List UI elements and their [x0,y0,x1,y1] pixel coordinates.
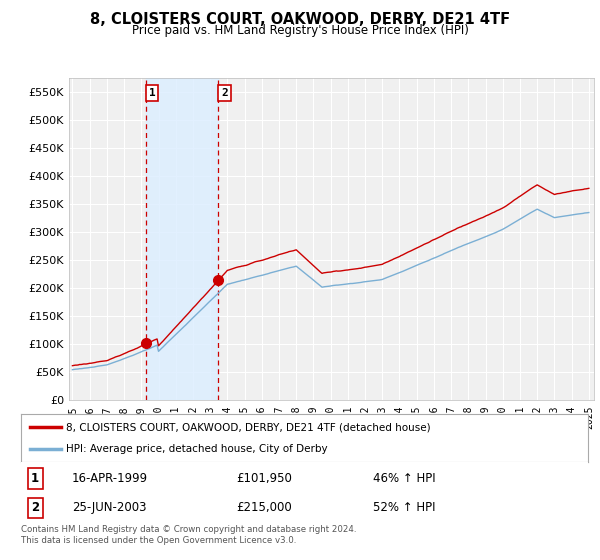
Text: £215,000: £215,000 [236,501,292,515]
Text: £101,950: £101,950 [236,472,292,485]
Text: 46% ↑ HPI: 46% ↑ HPI [373,472,435,485]
Bar [146,78,218,400]
Text: 1: 1 [149,88,155,98]
Text: 52% ↑ HPI: 52% ↑ HPI [373,501,435,515]
Text: 25-JUN-2003: 25-JUN-2003 [72,501,146,515]
Text: 2: 2 [221,88,228,98]
Text: 2: 2 [31,501,39,515]
Text: Contains HM Land Registry data © Crown copyright and database right 2024.
This d: Contains HM Land Registry data © Crown c… [21,525,356,545]
Text: 1: 1 [31,472,39,485]
Text: 16-APR-1999: 16-APR-1999 [72,472,148,485]
Text: 8, CLOISTERS COURT, OAKWOOD, DERBY, DE21 4TF (detached house): 8, CLOISTERS COURT, OAKWOOD, DERBY, DE21… [67,422,431,432]
Text: Price paid vs. HM Land Registry's House Price Index (HPI): Price paid vs. HM Land Registry's House … [131,24,469,36]
Text: HPI: Average price, detached house, City of Derby: HPI: Average price, detached house, City… [67,444,328,454]
Text: 8, CLOISTERS COURT, OAKWOOD, DERBY, DE21 4TF: 8, CLOISTERS COURT, OAKWOOD, DERBY, DE21… [90,12,510,27]
